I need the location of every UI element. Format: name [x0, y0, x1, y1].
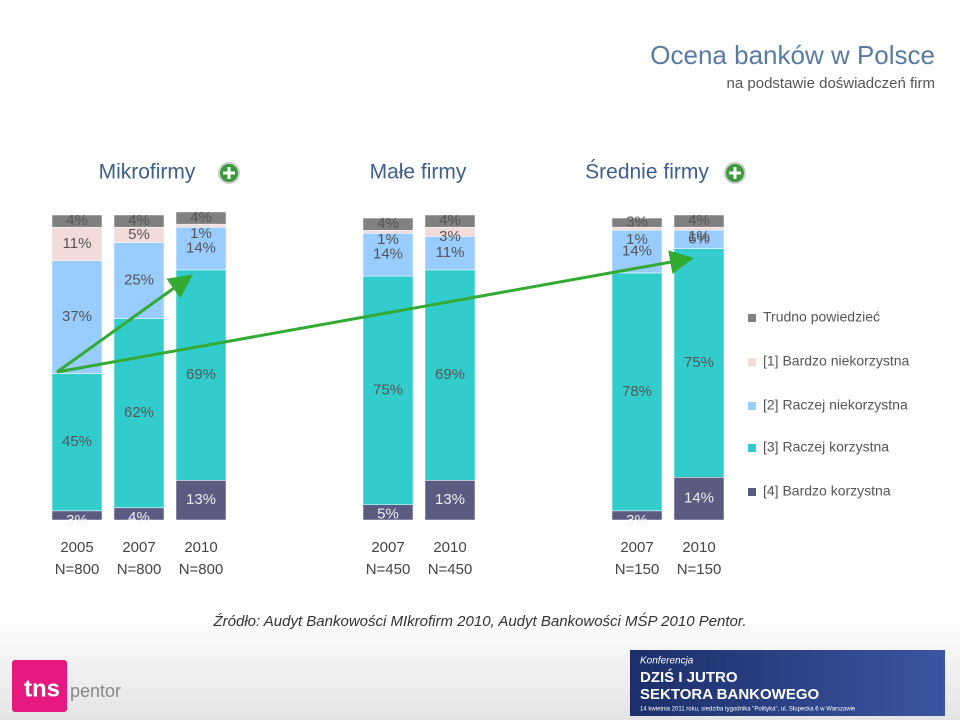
- value-label: 4%: [190, 209, 212, 226]
- group-label: Mikrofirmy: [99, 161, 196, 184]
- logo-brand: tns: [24, 675, 60, 702]
- value-label: 78%: [622, 383, 652, 400]
- bar-segment: [611, 272, 663, 512]
- value-label: 75%: [373, 381, 403, 398]
- legend-label: [1] Bardzo niekorzystna: [763, 353, 910, 369]
- value-label: 45%: [62, 433, 92, 450]
- plus-icon[interactable]: [724, 162, 746, 184]
- value-label: 5%: [377, 506, 399, 523]
- x-tick-label: 2010: [682, 539, 715, 556]
- value-label: 25%: [124, 272, 154, 289]
- group-label: Małe firmy: [370, 161, 467, 184]
- x-tick-label: 2007: [122, 539, 155, 556]
- bar-segment: [673, 477, 725, 521]
- bar-segment: [362, 217, 414, 231]
- bar-segment: [424, 214, 476, 228]
- banner-kicker: Konferencja: [640, 656, 694, 667]
- plus-icon[interactable]: [218, 162, 240, 184]
- value-label: 3%: [66, 512, 88, 529]
- value-label: 1%: [377, 231, 399, 248]
- value-label: 3%: [626, 214, 648, 231]
- value-label: 1%: [626, 231, 648, 248]
- bar-segment: [175, 480, 227, 521]
- value-label: 14%: [684, 490, 714, 507]
- value-label: 4%: [377, 215, 399, 232]
- x-tick-sublabel: N=150: [677, 561, 722, 578]
- value-label: 3%: [439, 228, 461, 245]
- legend-swatch: [748, 444, 756, 452]
- bar-segment: [175, 226, 227, 271]
- bar-segment: [113, 318, 165, 509]
- legend-swatch: [748, 314, 756, 322]
- legend-swatch: [748, 402, 756, 410]
- bar-segment: [611, 217, 663, 228]
- value-label: 3%: [626, 512, 648, 529]
- legend-label: Trudno powiedzieć: [763, 309, 880, 325]
- value-label: 4%: [688, 212, 710, 229]
- value-label: 6%: [688, 230, 710, 247]
- bar-segment: [175, 211, 227, 225]
- value-label: 1%: [190, 225, 212, 242]
- bar-segment: [175, 269, 227, 481]
- value-label: 75%: [684, 354, 714, 371]
- bar-segment: [51, 226, 103, 261]
- value-label: 13%: [435, 491, 465, 508]
- legend-label: [3] Raczej korzystna: [763, 439, 889, 455]
- bar-segment: [673, 214, 725, 228]
- logo-sub: pentor: [70, 681, 121, 701]
- value-label: 11%: [436, 244, 465, 261]
- bar-segment: [673, 248, 725, 478]
- value-label: 13%: [186, 491, 216, 508]
- legend-swatch: [748, 358, 756, 366]
- x-tick-sublabel: N=150: [615, 561, 660, 578]
- x-tick-label: 2007: [371, 539, 404, 556]
- bar-segment: [362, 233, 414, 277]
- value-label: 14%: [622, 243, 652, 260]
- logo: tns pentor: [12, 660, 121, 712]
- banner-line: SEKTORA BANKOWEGO: [640, 686, 820, 703]
- x-tick-sublabel: N=800: [55, 561, 100, 578]
- banner-line: DZIŚ I JUTRO: [640, 668, 738, 686]
- group-label: Średnie firmy: [585, 160, 709, 184]
- value-label: 4%: [128, 509, 150, 526]
- value-label: 4%: [128, 212, 150, 229]
- trend-arrow: [56, 274, 193, 374]
- trend-arrow: [56, 250, 694, 374]
- x-tick-sublabel: N=800: [117, 561, 162, 578]
- x-tick-sublabel: N=800: [179, 561, 224, 578]
- banner-note: 14 kwietnia 2011 roku, siedziba tygodnik…: [640, 707, 856, 713]
- value-label: 5%: [128, 226, 150, 243]
- value-label: 4%: [439, 212, 461, 229]
- title: Ocena banków w Polsce: [650, 40, 935, 70]
- value-label: 4%: [66, 212, 88, 229]
- value-label: 69%: [186, 366, 216, 383]
- value-label: 14%: [373, 246, 403, 263]
- value-label: 14%: [186, 240, 216, 257]
- value-label: 11%: [63, 235, 92, 252]
- subtitle: na podstawie doświadczeń firm: [727, 75, 935, 92]
- bar-segment: [424, 236, 476, 271]
- legend-swatch: [748, 488, 756, 496]
- value-label: 69%: [435, 366, 465, 383]
- x-tick-sublabel: N=450: [428, 561, 473, 578]
- bar-segment: [113, 242, 165, 319]
- value-label: 37%: [62, 308, 92, 325]
- bar-segment: [51, 260, 103, 374]
- bar-segment: [51, 214, 103, 228]
- value-label: 62%: [124, 404, 154, 421]
- source: Źródło: Audyt Bankowości MIkrofirm 2010,…: [212, 612, 746, 630]
- x-tick-label: 2010: [433, 539, 466, 556]
- legend-label: [2] Raczej niekorzystna: [763, 397, 908, 413]
- x-tick-label: 2005: [60, 539, 93, 556]
- x-tick-sublabel: N=450: [366, 561, 411, 578]
- bar-segment: [51, 373, 103, 512]
- bar-segment: [113, 214, 165, 228]
- x-tick-label: 2007: [620, 539, 653, 556]
- legend-label: [4] Bardzo korzystna: [763, 483, 891, 499]
- value-label: 1%: [688, 228, 710, 245]
- x-tick-label: 2010: [184, 539, 217, 556]
- banner: Konferencja DZIŚ I JUTRO SEKTORA BANKOWE…: [630, 650, 945, 716]
